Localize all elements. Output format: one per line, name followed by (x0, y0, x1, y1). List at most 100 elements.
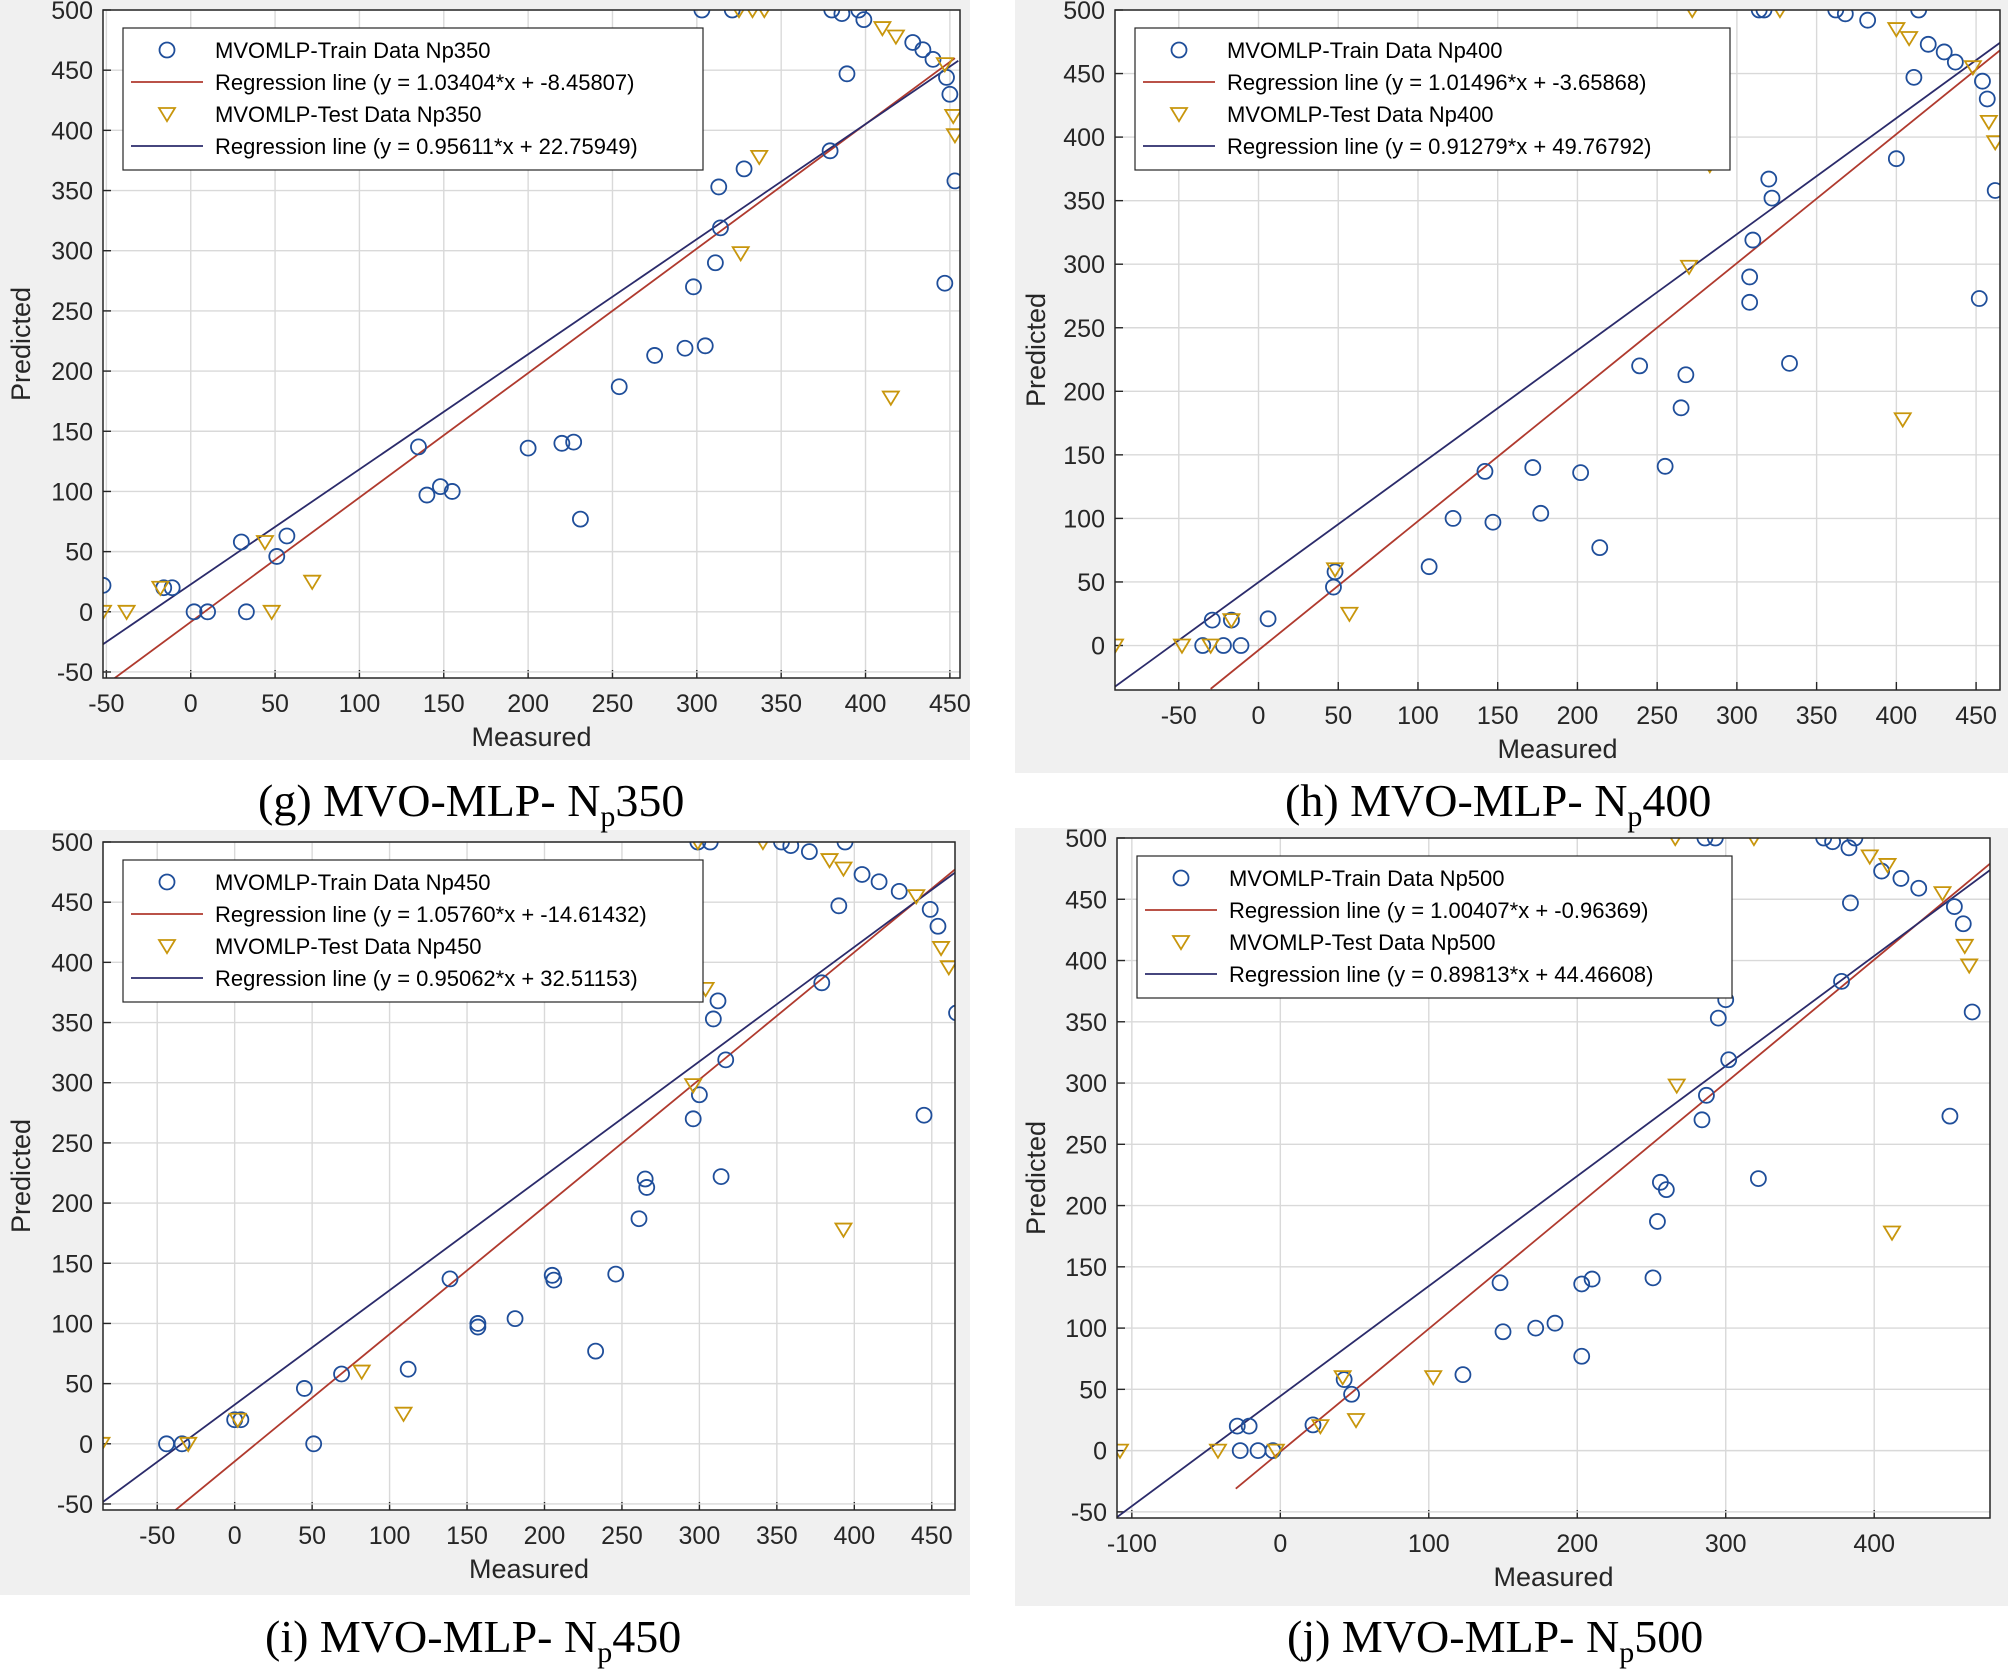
train-data-point (1709, 1009, 1727, 1027)
train-data-point (1946, 53, 1964, 71)
test-data-point (1346, 1413, 1366, 1429)
y-tick-label: 500 (1063, 0, 1105, 25)
train-data-point (1824, 838, 1842, 851)
train-data-point (1910, 10, 1928, 19)
legend-test-regression-label: Regression line (y = 0.89813*x + 44.4660… (1229, 962, 1653, 987)
x-tick-label: 400 (845, 690, 887, 718)
train-data-point (1781, 354, 1798, 372)
train-data-point (1649, 1213, 1666, 1230)
train-data-point (691, 1086, 708, 1104)
train-data-point (1905, 68, 1923, 86)
train-data-point (432, 478, 449, 496)
chart-panel-g: -50 0 50 100 150 200 250 300 350 400 450 -50 0 50 100 1… (0, 0, 970, 760)
y-tick-label: 250 (51, 298, 93, 326)
train-data-point (1744, 231, 1762, 249)
x-tick-label: 50 (1324, 702, 1352, 730)
train-data-point (636, 1170, 654, 1188)
legend-test-data-label: MVOMLP-Test Data Np450 (215, 934, 482, 959)
train-data-point (1836, 10, 1854, 23)
test-data-point (255, 535, 275, 551)
y-tick-label: -50 (1071, 1499, 1107, 1527)
test-data-point (1979, 114, 1999, 131)
test-data-point (906, 889, 926, 906)
train-data-point (1763, 189, 1781, 207)
test-data-point (833, 1222, 854, 1239)
train-data-point (1644, 1269, 1662, 1287)
test-data-point (833, 861, 854, 878)
legend-test-regression-label: Regression line (y = 0.95611*x + 22.7594… (215, 134, 638, 159)
test-data-point (150, 580, 170, 597)
y-tick-label: 350 (1063, 188, 1105, 216)
train-data-point (1986, 182, 2000, 199)
test-data-point (352, 1364, 372, 1381)
train-data-point (646, 347, 664, 364)
train-data-point (1941, 1107, 1959, 1125)
train-data-point (1910, 879, 1928, 897)
train-data-point (268, 548, 286, 565)
x-tick-label: 0 (184, 690, 198, 718)
train-data-point (1978, 90, 1996, 108)
axes-frame (102, 841, 956, 1511)
caption-j: (j) MVO-MLP- Np500 (1287, 1611, 1704, 1669)
y-tick-label: 100 (51, 1310, 93, 1338)
y-tick-label: 100 (1063, 505, 1105, 533)
y-tick-label: 350 (51, 1010, 93, 1038)
test-data-point (103, 1436, 112, 1451)
plot-data-group (103, 842, 955, 1510)
train-regression-line (113, 57, 956, 678)
y-axis-label: Predicted (1021, 293, 1051, 407)
test-data-point (1208, 1443, 1228, 1460)
train-data-point (1970, 290, 1988, 307)
legend-test-data-marker (1169, 107, 1189, 123)
x-tick-label: 400 (1853, 1530, 1895, 1558)
y-tick-label: 500 (51, 830, 93, 857)
x-tick-label: 450 (1955, 702, 1997, 730)
legend-train-regression-label: Regression line (y = 1.00407*x + -0.9636… (1229, 898, 1648, 923)
x-tick-label: -100 (1107, 1530, 1157, 1558)
test-data-point (1667, 1078, 1687, 1095)
train-data-point (1741, 268, 1759, 286)
test-data-point (1959, 958, 1979, 975)
y-tick-label: 300 (51, 238, 93, 266)
train-data-point (519, 439, 537, 457)
train-data-point (1343, 1385, 1360, 1403)
train-data-point (237, 603, 255, 621)
y-tick-label: 500 (1065, 828, 1107, 853)
test-data-point (1882, 1225, 1902, 1242)
x-axis-label: Measured (471, 722, 591, 752)
train-data-point (1815, 838, 1833, 847)
train-data-point (506, 1310, 524, 1328)
train-data-point (587, 1342, 605, 1360)
train-data-point (1677, 366, 1695, 384)
caption-g: (g) MVO-MLP- Np350 (258, 775, 685, 833)
train-data-point (1741, 293, 1759, 311)
y-tick-label: 100 (1065, 1315, 1107, 1343)
train-data-point (853, 866, 871, 883)
train-data-point (1945, 898, 1963, 916)
train-data-point (890, 882, 908, 900)
x-tick-label: 250 (601, 1522, 643, 1550)
x-tick-label: 300 (1716, 702, 1758, 730)
train-data-point (1755, 10, 1773, 19)
train-data-point (929, 917, 947, 935)
y-tick-label: 50 (1077, 569, 1105, 597)
train-data-point (553, 434, 571, 452)
chart-panel-h: -50 0 50 100 150 200 250 300 350 400 450 0 50 100 150 2… (1015, 0, 2008, 773)
test-data-point (1310, 1419, 1331, 1436)
train-data-point (1335, 1371, 1353, 1388)
axes-frame (102, 9, 961, 679)
train-data-point (333, 1365, 350, 1383)
legend-box (1136, 855, 1733, 999)
train-data-point (706, 254, 724, 272)
train-data-point (1760, 170, 1778, 188)
test-data-point (103, 604, 113, 621)
legend-train-regression-label: Regression line (y = 1.05760*x + -14.614… (215, 902, 647, 927)
train-data-point (1494, 1323, 1512, 1341)
train-data-point (821, 142, 839, 160)
train-data-point (1892, 870, 1910, 887)
legend-train-data-marker (1172, 869, 1190, 887)
x-tick-label: 350 (1796, 702, 1838, 730)
x-tick-label: 200 (524, 1522, 566, 1550)
x-tick-label: 50 (261, 690, 289, 718)
train-data-point (915, 1106, 933, 1124)
